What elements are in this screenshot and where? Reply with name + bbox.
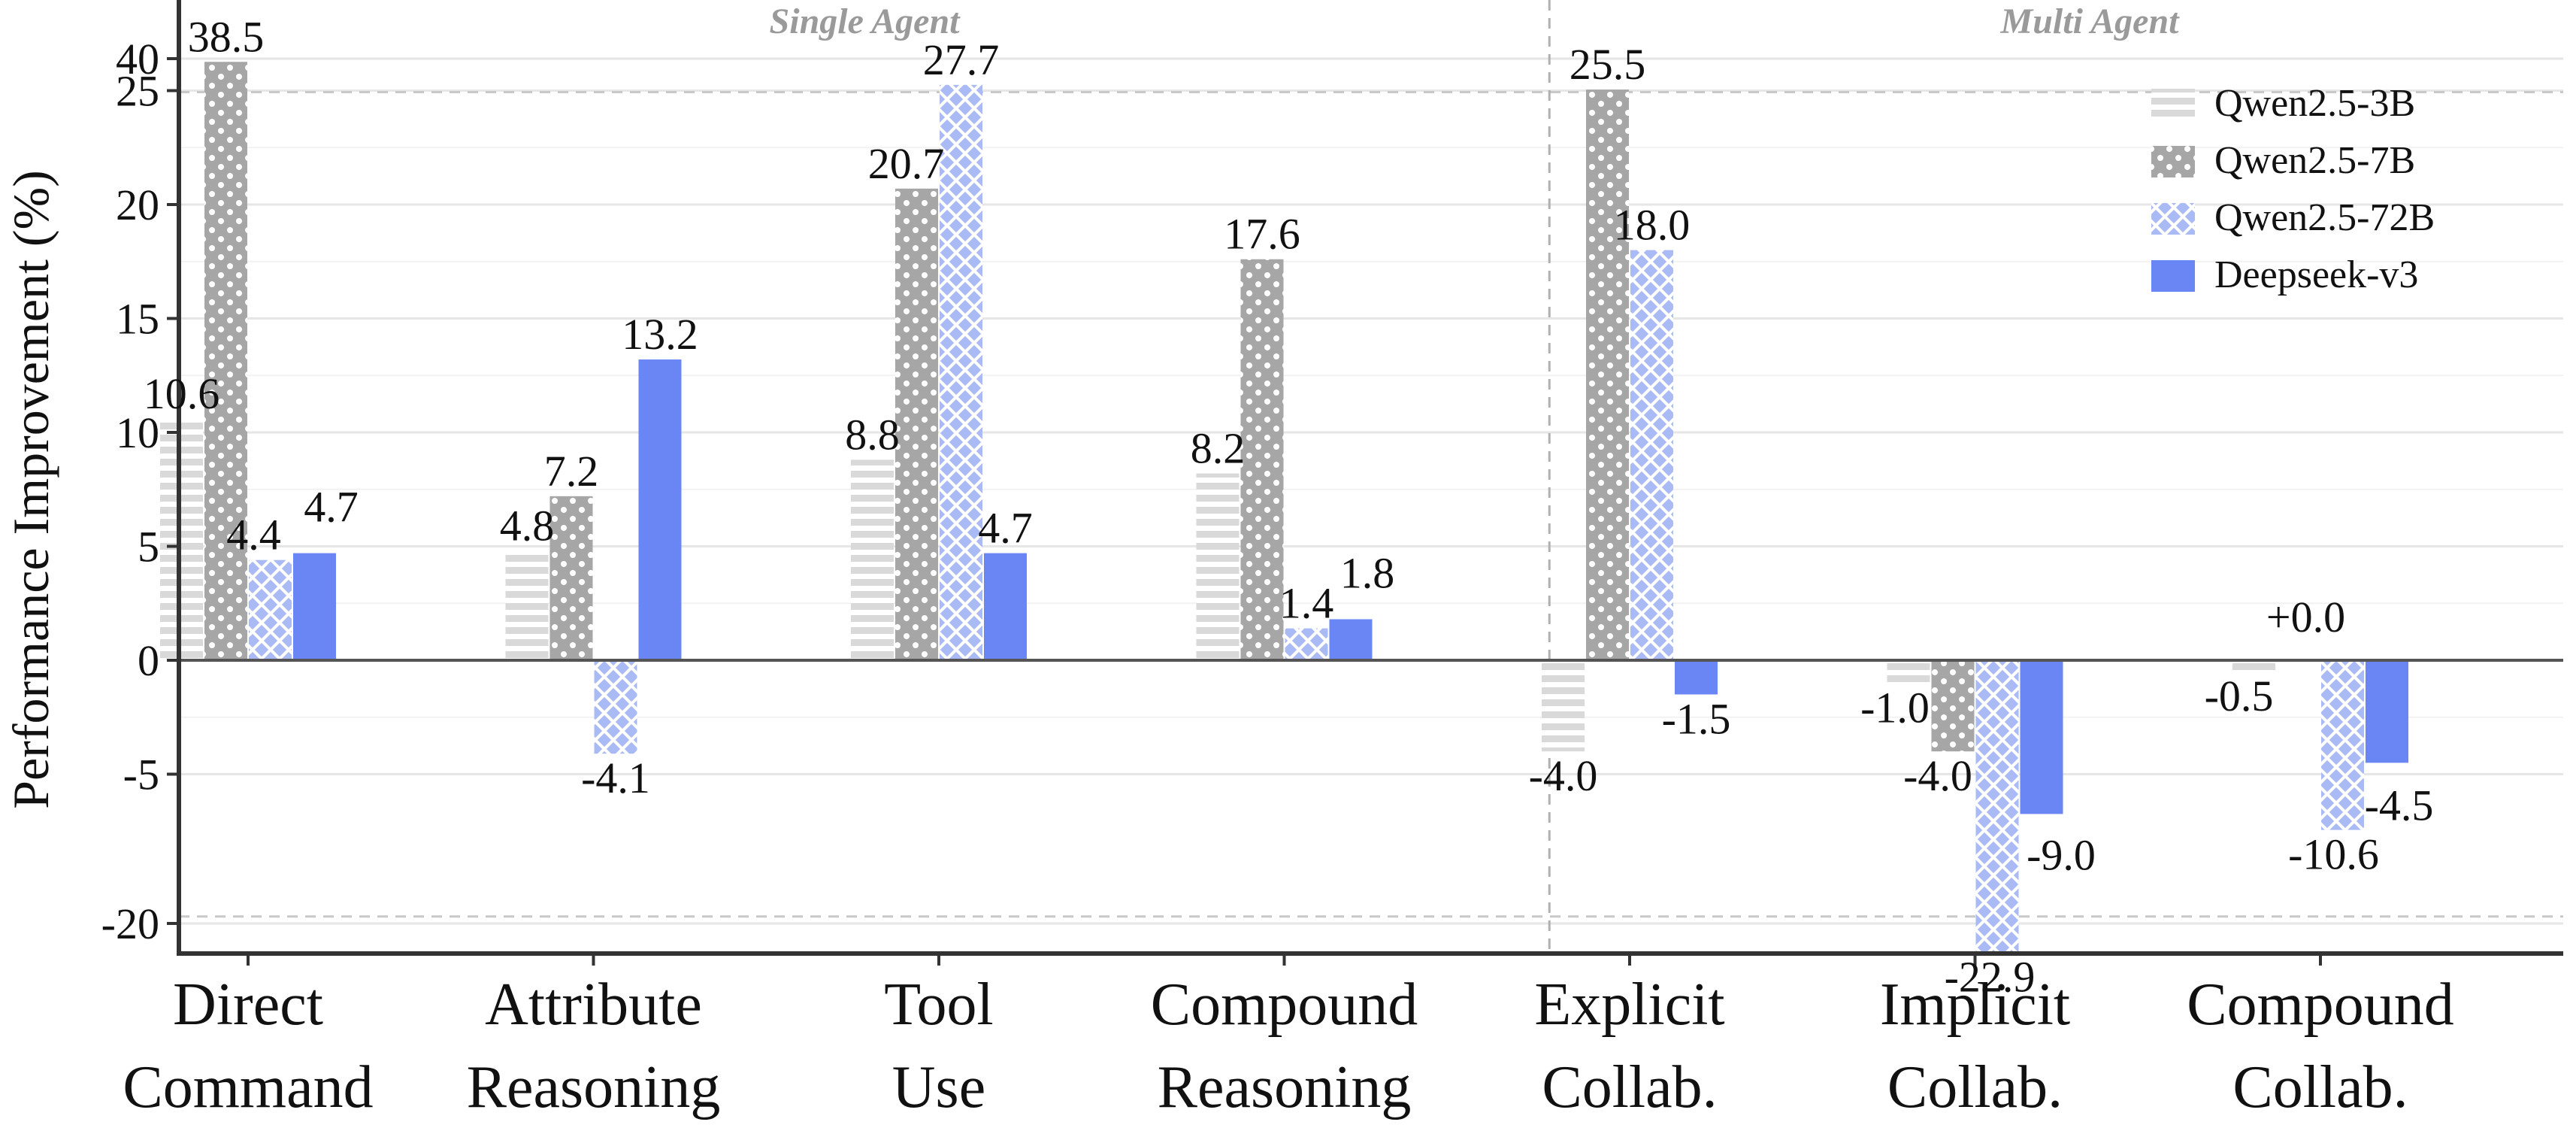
bar-deepseek-v3-4 xyxy=(1675,660,1718,695)
y-tick-label: 40 xyxy=(116,35,159,83)
bar-qwen2-5-3b-2 xyxy=(851,459,894,660)
y-tick-label: 20 xyxy=(116,180,159,229)
y-tick-label: 15 xyxy=(116,295,159,344)
bars xyxy=(160,62,2408,953)
bar-qwen2-5-72b-1 xyxy=(594,660,637,754)
x-tick-label-line1: Implicit xyxy=(1880,972,2070,1038)
bar-qwen2-5-72b-0 xyxy=(249,559,292,660)
value-label: 8.8 xyxy=(845,410,900,459)
x-tick-label-line2: Reasoning xyxy=(467,1054,721,1120)
value-label: -1.0 xyxy=(1860,683,1930,732)
value-label: 1.4 xyxy=(1279,579,1334,628)
bar-deepseek-v3-3 xyxy=(1329,619,1373,660)
value-label: 25.5 xyxy=(1570,40,1646,89)
value-label: 18.0 xyxy=(1614,201,1691,250)
x-tick-label-line1: Direct xyxy=(173,972,323,1038)
value-label: 10.6 xyxy=(144,369,220,418)
legend-swatch xyxy=(2151,146,2195,177)
bar-qwen2-5-3b-6 xyxy=(2232,660,2275,672)
bar-qwen2-5-72b-6 xyxy=(2321,660,2364,830)
bar-qwen2-5-72b-5 xyxy=(1975,660,2019,953)
bar-qwen2-5-3b-0 xyxy=(160,418,203,660)
value-labels: 10.6 4.8 8.8 8.2 -4.0 -1.0 -0.5 38.5 7.2 20.7 17.6… xyxy=(144,12,2434,1001)
x-tick-label-line2: Reasoning xyxy=(1158,1054,1412,1120)
bar-qwen2-5-72b-2 xyxy=(940,84,982,661)
bar-qwen2-5-3b-1 xyxy=(505,550,549,660)
legend-label: Deepseek-v3 xyxy=(2214,253,2418,296)
bar-deepseek-v3-6 xyxy=(2366,660,2408,763)
y-tick-label: -5 xyxy=(123,750,159,799)
bar-qwen2-5-7b-3 xyxy=(1240,259,1284,661)
value-label: 1.8 xyxy=(1340,548,1395,597)
bar-qwen2-5-72b-4 xyxy=(1630,250,1673,661)
bar-qwen2-5-72b-3 xyxy=(1285,628,1328,660)
y-tick-label: 10 xyxy=(116,408,159,457)
bar-qwen2-5-7b-2 xyxy=(895,188,938,661)
x-tick-label-line1: Compound xyxy=(1151,972,1418,1038)
legend-swatch xyxy=(2151,89,2195,120)
value-label: -1.5 xyxy=(1662,694,1731,743)
legend-label: Qwen2.5-3B xyxy=(2214,82,2415,125)
bar-qwen2-5-3b-5 xyxy=(1887,660,1930,684)
y-tick-label: 0 xyxy=(138,636,159,685)
panel-title-multi-agent: Multi Agent xyxy=(2000,2,2181,41)
x-tick-label-line2: Use xyxy=(892,1054,985,1120)
bar-qwen2-5-7b-4 xyxy=(1586,89,1629,661)
bar-qwen2-5-7b-0 xyxy=(204,62,247,660)
bar-deepseek-v3-0 xyxy=(293,553,336,660)
value-label: 17.6 xyxy=(1224,210,1300,259)
x-tick-label-line1: Compound xyxy=(2187,972,2454,1038)
value-label: 20.7 xyxy=(868,139,945,188)
x-tick-label-line1: Attribute xyxy=(485,972,702,1038)
y-axis-title: Performance Improvement (%) xyxy=(2,170,59,809)
x-tick-label-line2: Command xyxy=(123,1054,373,1120)
legend-label: Qwen2.5-72B xyxy=(2214,196,2435,239)
value-label: -0.5 xyxy=(2205,672,2274,720)
y-tick-label: 5 xyxy=(138,523,159,572)
bar-qwen2-5-7b-1 xyxy=(549,496,593,660)
bar-qwen2-5-7b-5 xyxy=(1931,660,1975,752)
y-tick-label: 25 xyxy=(116,67,159,116)
value-label: -4.0 xyxy=(1529,751,1598,800)
x-tick-label-line1: Tool xyxy=(884,972,994,1038)
legend-swatch xyxy=(2151,203,2195,235)
x-tick-label-line2: Collab. xyxy=(1887,1054,2063,1120)
value-label: -9.0 xyxy=(2027,830,2096,879)
grid-lines xyxy=(179,0,2563,954)
value-label: -10.6 xyxy=(2288,830,2379,879)
value-label: 4.7 xyxy=(978,504,1033,553)
x-tick-label-line2: Collab. xyxy=(1542,1054,1717,1120)
bar-qwen2-5-3b-4 xyxy=(1542,660,1585,752)
value-label: 7.2 xyxy=(544,447,599,496)
legend-label: Qwen2.5-7B xyxy=(2214,139,2415,182)
bar-deepseek-v3-5 xyxy=(2020,660,2063,814)
value-label: -4.1 xyxy=(581,753,650,802)
value-label: -4.0 xyxy=(1903,751,1972,800)
value-label: 13.2 xyxy=(622,310,698,359)
value-label: 4.7 xyxy=(304,483,359,532)
value-label: 4.8 xyxy=(500,502,555,550)
bar-deepseek-v3-2 xyxy=(984,553,1027,660)
bar-deepseek-v3-1 xyxy=(638,359,682,660)
x-tick-label-line2: Collab. xyxy=(2232,1054,2408,1120)
value-label: +0.0 xyxy=(2266,593,2345,641)
bar-qwen2-5-3b-3 xyxy=(1196,473,1240,660)
value-label: -22.9 xyxy=(1945,952,2036,1001)
value-label: 27.7 xyxy=(923,35,1000,84)
value-label: 38.5 xyxy=(188,12,265,61)
legend-swatch xyxy=(2151,260,2195,292)
panel-title-single-agent: Single Agent xyxy=(770,2,961,41)
value-label: -4.5 xyxy=(2365,781,2434,829)
legend: Qwen2.5-3B Qwen2.5-7B Qwen2.5-72B Deepseek-… xyxy=(2151,82,2435,296)
value-label: 4.4 xyxy=(226,511,281,559)
value-label: 8.2 xyxy=(1191,424,1246,473)
y-tick-label: -20 xyxy=(101,899,159,948)
x-tick-label-line1: Explicit xyxy=(1534,972,1724,1038)
